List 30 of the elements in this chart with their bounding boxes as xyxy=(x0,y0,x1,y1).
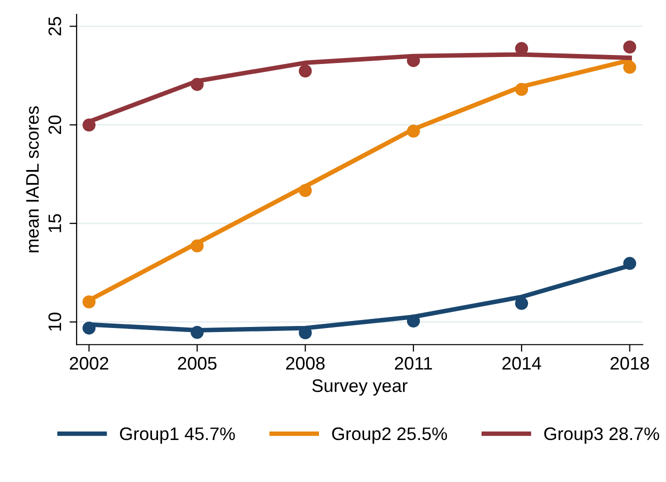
point xyxy=(190,239,204,252)
point xyxy=(298,184,312,197)
legend-label: Group2 25.5% xyxy=(332,427,448,444)
point xyxy=(623,60,636,74)
legend-label: Group3 28.7% xyxy=(544,427,660,444)
point xyxy=(515,296,528,310)
x-tick-label: 2002 xyxy=(70,356,108,370)
y-tick-label: 15 xyxy=(48,214,62,232)
x-tick-label: 2011 xyxy=(394,356,432,370)
y-tick-label: 20 xyxy=(48,116,62,134)
point xyxy=(406,124,420,138)
x-tick-label: 2008 xyxy=(286,356,325,370)
y-tick-label: 10 xyxy=(48,312,62,331)
point xyxy=(623,40,636,54)
point xyxy=(623,256,636,270)
point xyxy=(406,314,420,328)
legend-label: Group1 45.7% xyxy=(120,427,235,444)
x-tick-label: 2014 xyxy=(502,356,542,370)
point xyxy=(190,326,204,339)
y-axis-title: mean IADL scores xyxy=(26,106,39,252)
point xyxy=(190,78,204,91)
point xyxy=(82,295,96,308)
x-tick-label: 2018 xyxy=(610,356,650,370)
point xyxy=(515,82,528,96)
point xyxy=(298,64,312,78)
point xyxy=(82,322,96,335)
point xyxy=(82,118,96,132)
y-tick-label: 25 xyxy=(48,17,62,36)
x-tick-label: 2005 xyxy=(178,356,216,370)
x-axis-title: Survey year xyxy=(312,379,408,396)
